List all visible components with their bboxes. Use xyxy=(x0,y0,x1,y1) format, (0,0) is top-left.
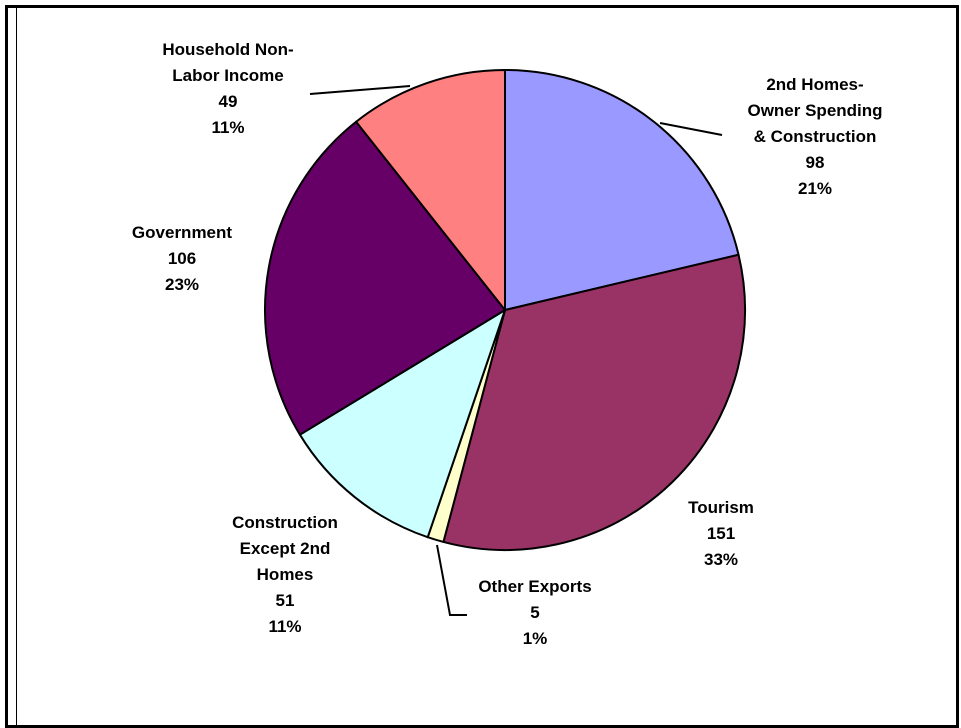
slice-label: Government 106 23% xyxy=(132,223,232,294)
slice-label-line: 151 xyxy=(707,524,735,543)
slice-label: Construction Except 2nd Homes 51 11% xyxy=(232,513,338,636)
pie-slice-tourism xyxy=(442,253,746,551)
slice-label-line: Household Non- xyxy=(162,40,293,59)
slice-label-line: Except 2nd xyxy=(240,539,331,558)
slice-label-line: Owner Spending xyxy=(747,101,882,120)
slice-labels: 2nd Homes- Owner Spending & Construction 98… xyxy=(132,40,883,648)
slice-label-line: & Construction xyxy=(754,127,877,146)
slice-label-line: 49 xyxy=(219,92,238,111)
pie-slice-construction-except-2nd-homes xyxy=(298,309,506,539)
slice-label-line: Construction xyxy=(232,513,338,532)
slice-label-line: Government xyxy=(132,223,232,242)
slice-label-line: Labor Income xyxy=(172,66,283,85)
slice-label-line: Homes xyxy=(257,565,314,584)
slice-label: 2nd Homes- Owner Spending & Construction 98… xyxy=(747,75,882,198)
pie-slices xyxy=(264,69,746,551)
leader-lines xyxy=(309,85,723,616)
slice-label-line: 2nd Homes- xyxy=(766,75,863,94)
leader-line xyxy=(659,122,723,136)
slice-label-line: 11% xyxy=(211,118,244,137)
slice-label: Household Non- Labor Income 49 11% xyxy=(162,40,293,137)
pie-slice-household-non-labor-income xyxy=(355,69,506,311)
slice-label: Other Exports 5 1% xyxy=(478,577,591,648)
slice-label-line: 21% xyxy=(798,179,832,198)
slice-label: Tourism 151 33% xyxy=(688,498,754,569)
leader-line xyxy=(309,85,411,95)
slice-label-line: 98 xyxy=(806,153,825,172)
slice-label-line: Tourism xyxy=(688,498,754,517)
pie-slice-government xyxy=(264,120,506,436)
leader-line xyxy=(436,544,467,616)
slice-label-line: 23% xyxy=(165,275,199,294)
slice-label-line: 51 xyxy=(276,591,295,610)
slice-label-line: 11% xyxy=(268,617,301,636)
slice-label-line: 106 xyxy=(168,249,196,268)
slice-label-line: 5 xyxy=(530,603,539,622)
pie-slice-2nd-homes-owner-spending-construction xyxy=(504,69,740,311)
slice-label-line: Other Exports xyxy=(478,577,591,596)
slice-label-line: 33% xyxy=(704,550,738,569)
slice-label-line: 1% xyxy=(523,629,548,648)
chart-frame-inner-border xyxy=(16,8,957,725)
